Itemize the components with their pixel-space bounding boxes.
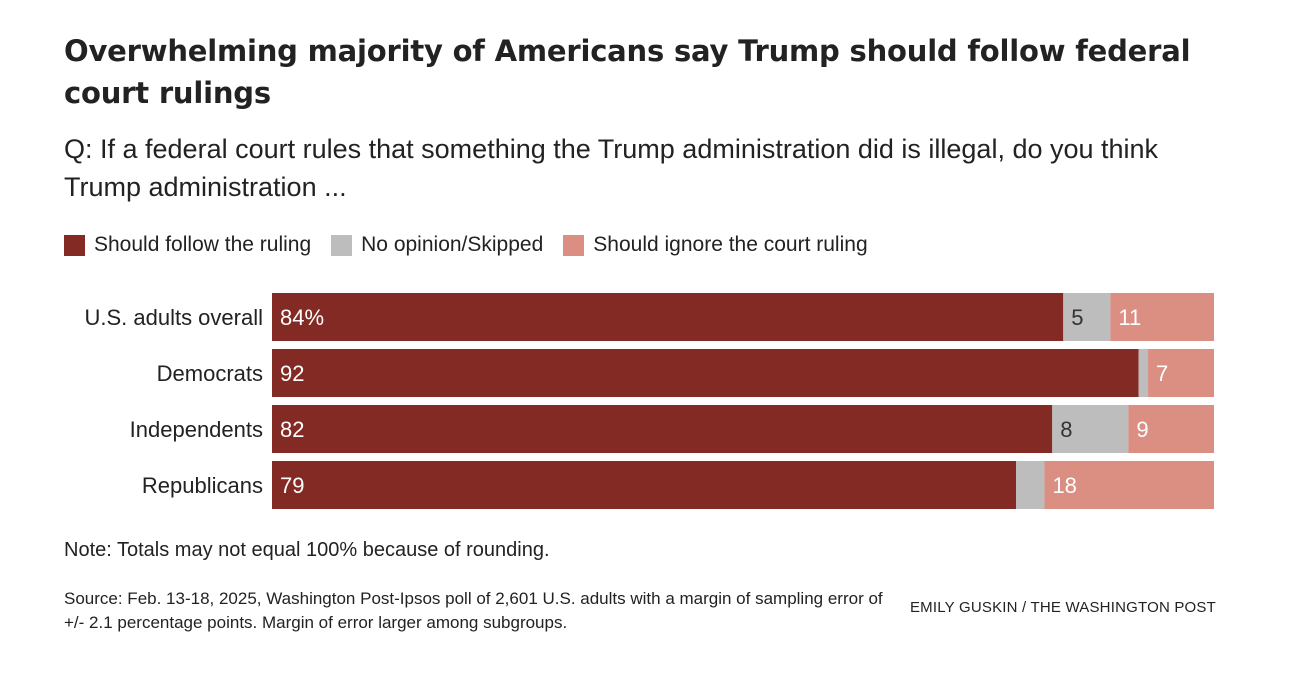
legend-label-follow: Should follow the ruling	[94, 233, 312, 256]
category-label: Democrats	[157, 361, 263, 386]
legend-label-no-opinion: No opinion/Skipped	[361, 233, 544, 256]
bar-segment	[1110, 293, 1214, 341]
legend-label-ignore: Should ignore the court ruling	[593, 233, 868, 256]
data-label: 18	[1052, 473, 1076, 498]
bar-segment	[1138, 349, 1149, 397]
bar-segment	[1052, 405, 1129, 453]
data-label: 7	[1156, 361, 1168, 386]
legend-swatch-ignore	[563, 234, 585, 256]
bar-segment	[1063, 293, 1111, 341]
survey-question: Q: If a federal court rules that somethi…	[64, 134, 1159, 202]
category-label: Independents	[130, 417, 263, 442]
bar-segment	[1016, 461, 1045, 509]
category-label: Republicans	[142, 473, 263, 498]
chart-source: Source: Feb. 13-18, 2025, Washington Pos…	[64, 589, 883, 632]
bar-segment	[272, 461, 1017, 509]
legend: Should follow the ruling No opinion/Skip…	[64, 231, 888, 259]
bar-segment	[272, 405, 1053, 453]
category-label: U.S. adults overall	[84, 305, 263, 330]
legend-swatch-no-opinion	[331, 234, 353, 256]
data-label: 8	[1060, 417, 1072, 442]
legend-item-no-opinion: No opinion/Skipped	[331, 233, 543, 257]
bar-segment	[1128, 405, 1214, 453]
data-label: 79	[280, 473, 304, 498]
data-label: 9	[1136, 417, 1148, 442]
bar-segment	[272, 293, 1064, 341]
data-label: 11	[1118, 305, 1141, 330]
legend-item-follow: Should follow the ruling	[64, 233, 311, 257]
legend-item-ignore: Should ignore the court ruling	[563, 233, 868, 257]
bar-segment	[272, 349, 1139, 397]
data-label: 5	[1071, 305, 1083, 330]
data-label: 92	[280, 361, 304, 386]
bar-segment	[1148, 349, 1214, 397]
data-label: 82	[280, 417, 304, 442]
legend-swatch-follow	[64, 234, 85, 256]
bar-segment	[1044, 461, 1214, 509]
chart-title: Overwhelming majority of Americans say T…	[64, 34, 1191, 110]
chart-credit: EMILY GUSKIN / THE WASHINGTON POST	[909, 599, 1216, 616]
chart-note: Note: Totals may not equal 100% because …	[64, 539, 550, 561]
data-label: 84%	[280, 305, 324, 330]
